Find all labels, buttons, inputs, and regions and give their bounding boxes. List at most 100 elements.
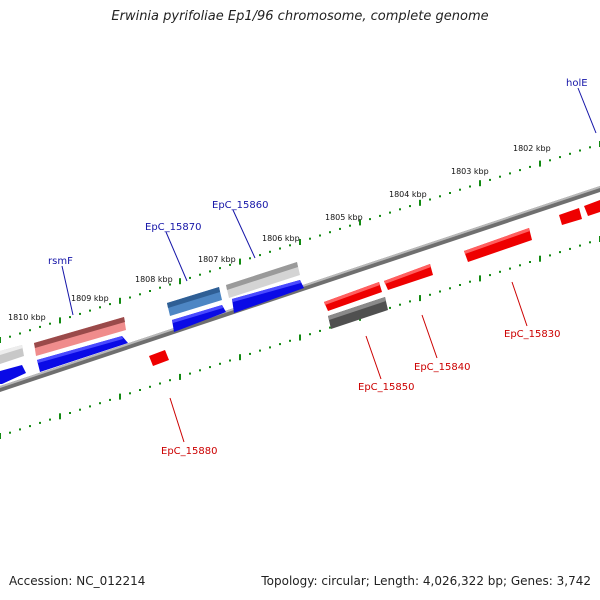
cds-rsmF[interactable] xyxy=(37,336,128,372)
outer-scale-minor-tick xyxy=(269,250,271,253)
gene-block-EpC_15870[interactable] xyxy=(167,287,222,316)
inner-scale-minor-tick xyxy=(89,405,91,408)
outer-scale-minor-tick xyxy=(249,257,251,260)
inner-scale-minor-tick xyxy=(569,247,571,250)
gene-label-rsmF[interactable]: rsmF xyxy=(48,256,73,267)
inner-scale-minor-tick xyxy=(519,264,521,267)
outer-scale-minor-tick xyxy=(99,306,101,309)
map-title: Erwinia pyrifoliae Ep1/96 chromosome, co… xyxy=(111,9,489,24)
inner-scale-minor-tick xyxy=(49,418,51,421)
outer-scale-minor-tick xyxy=(279,247,281,250)
outer-scale-major-tick xyxy=(119,297,121,304)
outer-scale-minor-tick xyxy=(159,286,161,289)
outer-scale-minor-tick xyxy=(79,312,81,315)
gene-label-holE[interactable]: holE xyxy=(566,78,588,89)
outer-scale-minor-tick xyxy=(589,146,591,149)
inner-scale-minor-tick xyxy=(149,385,151,388)
outer-scale-minor-tick xyxy=(39,325,41,328)
cds-EpC_15830[interactable] xyxy=(464,228,532,262)
tick-label-1807: 1807 kbp xyxy=(198,255,236,264)
outer-scale-minor-tick xyxy=(329,231,331,234)
inner-scale-minor-tick xyxy=(529,261,531,263)
tick-label-1810: 1810 kbp xyxy=(8,313,46,322)
inner-scale-minor-tick xyxy=(109,398,111,401)
inner-scale-minor-tick xyxy=(69,412,71,414)
gene-block-left-partial[interactable] xyxy=(0,345,24,364)
outer-scale-major-tick xyxy=(59,317,61,324)
inner-scale-minor-tick xyxy=(409,300,411,303)
outer-scale-minor-tick xyxy=(19,332,21,335)
inner-scale-major-tick xyxy=(539,255,541,262)
gene-label-EpC_15850[interactable]: EpC_15850 xyxy=(358,382,414,393)
forward-cds xyxy=(0,280,304,384)
outer-scale-minor-tick xyxy=(449,192,451,194)
inner-scale-minor-tick xyxy=(289,339,291,342)
inner-scale-major-tick xyxy=(119,393,121,400)
gene-labels: rsmF EpC_15870 EpC_15860 holE EpC_15880 … xyxy=(48,78,588,457)
inner-scale-minor-tick xyxy=(219,362,221,365)
cds-EpC_15880[interactable] xyxy=(149,350,169,366)
inner-scale-minor-tick xyxy=(449,287,451,290)
gene-label-EpC_15870[interactable]: EpC_15870 xyxy=(145,222,201,233)
gene-label-EpC_15840[interactable]: EpC_15840 xyxy=(414,362,470,373)
inner-scale-minor-tick xyxy=(489,274,491,277)
inner-scale-minor-tick xyxy=(589,241,591,244)
outer-scale-minor-tick xyxy=(259,254,261,257)
outer-scale-minor-tick xyxy=(209,270,211,273)
outer-scale-minor-tick xyxy=(389,211,391,214)
inner-scale-minor-tick xyxy=(139,389,141,391)
outer-scale-minor-tick xyxy=(219,267,221,270)
outer-scale-minor-tick xyxy=(229,263,231,266)
tick-label-1804: 1804 kbp xyxy=(389,190,427,199)
outer-scale-minor-tick xyxy=(289,244,291,247)
inner-scale-minor-tick xyxy=(99,402,101,405)
gene-label-EpC_15880[interactable]: EpC_15880 xyxy=(161,446,217,457)
gene-block-EpC_15860[interactable] xyxy=(226,262,300,298)
outer-scale-minor-tick xyxy=(199,273,201,276)
tick-label-1803: 1803 kbp xyxy=(451,167,489,176)
outer-scale-minor-tick xyxy=(549,159,551,162)
outer-scale-minor-tick xyxy=(559,156,561,159)
outer-scale-minor-tick xyxy=(89,309,91,312)
inner-scale-minor-tick xyxy=(129,392,131,395)
cds-red-right-2[interactable] xyxy=(584,200,600,216)
cds-left-partial[interactable] xyxy=(0,365,26,384)
inner-scale-minor-tick xyxy=(249,352,251,355)
inner-scale-minor-tick xyxy=(509,267,511,270)
gene-block-rsmF[interactable] xyxy=(34,317,126,356)
inner-scale-minor-tick xyxy=(429,293,431,296)
tick-label-1805: 1805 kbp xyxy=(325,213,363,222)
cds-EpC_15870[interactable] xyxy=(172,305,226,332)
cds-red-right-1[interactable] xyxy=(559,208,582,225)
outer-scale-minor-tick xyxy=(489,178,491,181)
genome-summary-text: Topology: circular; Length: 4,026,322 bp… xyxy=(261,574,591,588)
outer-scale-minor-tick xyxy=(29,329,31,332)
accession-text: Accession: NC_012214 xyxy=(9,574,146,588)
inner-scale-minor-tick xyxy=(499,270,501,273)
outer-scale-minor-tick xyxy=(9,335,11,338)
scale-labels: 1810 kbp 1809 kbp 1808 kbp 1807 kbp 1806… xyxy=(8,144,551,322)
outer-scale-minor-tick xyxy=(169,283,171,286)
inner-scale-minor-tick xyxy=(559,251,561,254)
outer-scale-minor-tick xyxy=(519,169,521,172)
inner-scale-minor-tick xyxy=(459,284,461,286)
inner-scale-minor-tick xyxy=(399,303,401,306)
tick-label-1809: 1809 kbp xyxy=(71,294,109,303)
gene-label-EpC_15830[interactable]: EpC_15830 xyxy=(504,329,560,340)
outer-scale-minor-tick xyxy=(339,227,341,230)
reverse-features xyxy=(149,200,600,366)
inner-scale-minor-tick xyxy=(169,379,171,382)
inner-scale-major-tick xyxy=(479,275,481,282)
inner-scale-minor-tick xyxy=(159,382,161,385)
inner-scale-minor-tick xyxy=(329,326,331,329)
inner-scale-minor-tick xyxy=(469,280,471,283)
outer-scale xyxy=(0,141,600,343)
inner-scale-minor-tick xyxy=(269,346,271,349)
outer-scale-minor-tick xyxy=(529,165,531,168)
gene-label-EpC_15860[interactable]: EpC_15860 xyxy=(212,200,268,211)
tick-label-1806: 1806 kbp xyxy=(262,234,300,243)
cds-EpC_15860[interactable] xyxy=(232,280,304,313)
inner-scale-minor-tick xyxy=(309,333,311,336)
outer-scale-minor-tick xyxy=(409,205,411,208)
outer-scale-minor-tick xyxy=(429,198,431,201)
